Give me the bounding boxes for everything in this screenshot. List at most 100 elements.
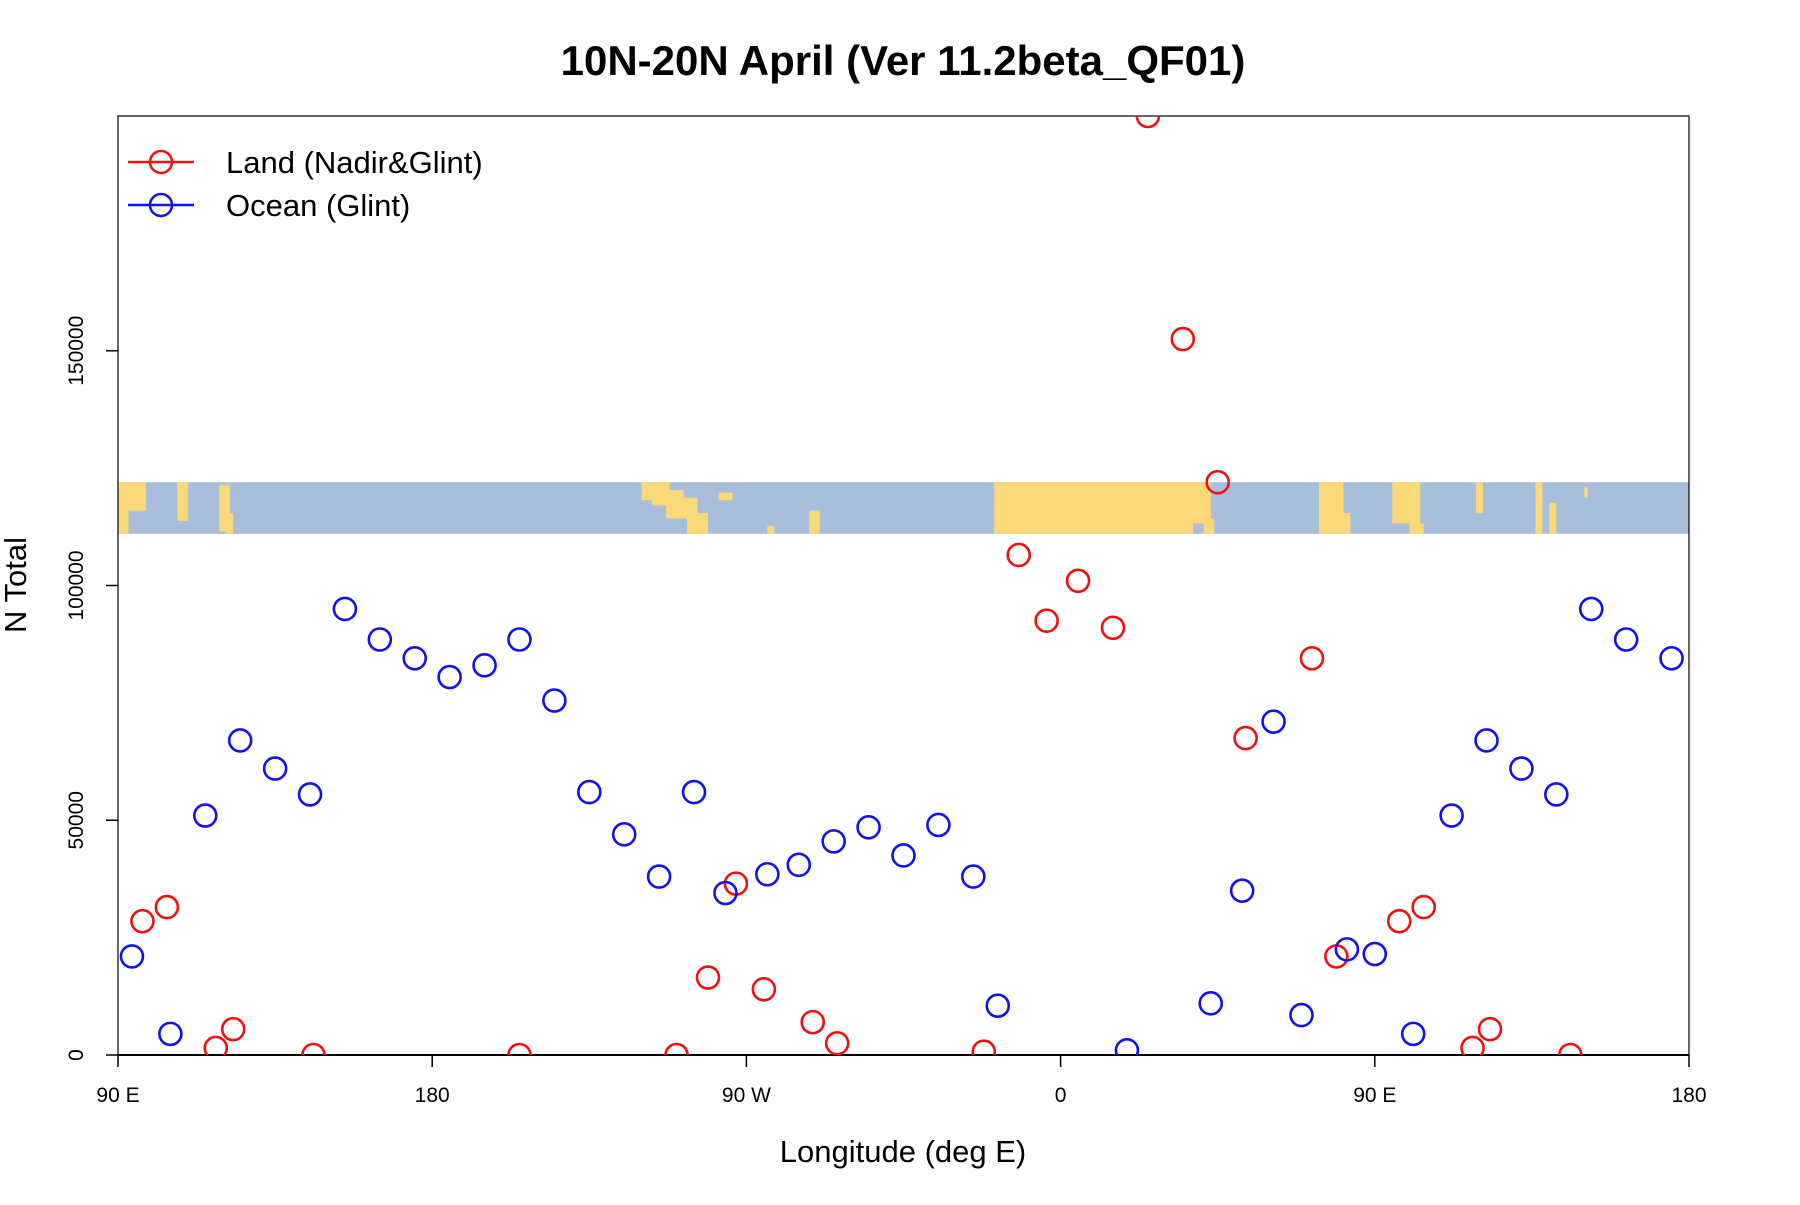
land-point [1135,116,1161,129]
map-land-patch [128,482,146,511]
x-tick-label: 180 [1671,1084,1706,1107]
land-point [1205,469,1230,495]
ocean-point [926,812,951,838]
map-land-patch [1203,518,1215,534]
ocean-point [227,728,253,753]
map-land-patch [1102,482,1194,534]
map-land-patch [1409,523,1424,534]
ocean-point [1261,709,1286,734]
legend-land-marker [148,149,174,175]
ocean-point [297,782,323,807]
x-tick-label: 90 E [1353,1084,1396,1107]
ocean-point [1439,803,1464,828]
ocean-point [192,803,218,828]
ocean-point [158,1021,183,1047]
x-tick-label: 0 [1055,1084,1067,1107]
ocean-point [646,864,672,889]
legend-land-label: Land (Nadir&Glint) [226,145,483,180]
land-point [824,1030,850,1055]
x-axis: 90 E 180 90 W 0 90 E 180 [96,1055,1707,1107]
land-point [1006,542,1032,568]
land-point [800,1009,826,1035]
land-point [220,1016,246,1042]
land-point [1477,1016,1503,1042]
x-tick-label: 90 W [722,1084,771,1107]
series-land [130,116,1583,1055]
x-axis-label: Longitude (deg E) [780,1134,1026,1169]
map-land-patch [1549,502,1557,534]
ocean-point [1474,728,1499,753]
y-axis: 0 50000 100000 150000 [65,316,118,1061]
y-tick-label: 50000 [65,791,88,849]
map-land-patch [1535,482,1543,534]
ocean-point [507,627,532,652]
chart-title: 10N-20N April (Ver 11.2beta_QF01) [561,37,1246,84]
map-land-patch [1318,482,1344,534]
legend-ocean-marker [148,192,174,218]
map-land-patch [1339,513,1351,534]
legend-item-ocean: Ocean (Glint) [128,188,410,223]
land-point [1233,725,1258,751]
map-land-patch [1392,482,1421,524]
ocean-point [1289,1002,1314,1028]
land-point [1386,908,1412,934]
map-land-patch [118,482,129,534]
ocean-point [961,864,986,889]
ocean-point [611,822,637,847]
land-point [301,1042,326,1055]
y-tick-label: 150000 [65,316,88,386]
world-map-strip [118,482,1689,534]
ocean-point [1229,878,1255,903]
ocean-point [1578,596,1604,622]
ocean-point [119,944,145,969]
land-point [507,1042,532,1055]
map-land-patch [1476,482,1484,514]
land-point [1558,1042,1583,1055]
ocean-point [1544,782,1569,807]
land-point [154,894,180,920]
y-tick-label: 0 [65,1049,88,1061]
land-point [695,965,721,990]
x-tick-label: 90 E [96,1084,139,1107]
map-land-patch [687,513,708,534]
ocean-point [402,645,428,671]
ocean-point [821,829,846,854]
ocean-point [891,843,916,868]
ocean-point [332,596,358,622]
land-point [751,976,777,1002]
y-axis-label: N Total [0,537,33,633]
land-point [1170,326,1196,352]
land-point [971,1039,997,1055]
ocean-point [1613,627,1639,652]
ocean-point [985,993,1011,1019]
map-land-patch [177,482,188,521]
y-tick-label: 100000 [65,550,88,620]
ocean-point [681,779,707,805]
ocean-point [1334,937,1360,962]
legend: Land (Nadir&Glint) Ocean (Glint) [128,145,483,223]
ocean-point [1400,1021,1426,1047]
ocean-point [437,664,462,690]
series-ocean [119,596,1684,1055]
land-point [1065,568,1091,594]
map-ocean [118,482,1689,534]
map-land-patch [1193,482,1211,524]
ocean-point [472,653,497,678]
ocean-point [1659,645,1684,671]
map-land-patch [767,526,775,534]
ocean-point [542,688,567,713]
ocean-point [1114,1038,1140,1055]
ocean-point [713,880,738,906]
land-point [1299,645,1325,671]
land-point [1460,1035,1485,1055]
map-land-patch [1584,487,1588,498]
ocean-point [576,779,602,805]
land-point [130,908,155,934]
map-land-patch [809,510,820,534]
legend-item-land: Land (Nadir&Glint) [128,145,483,180]
legend-ocean-label: Ocean (Glint) [226,188,410,223]
ocean-point [367,627,393,652]
land-point [1100,615,1126,641]
